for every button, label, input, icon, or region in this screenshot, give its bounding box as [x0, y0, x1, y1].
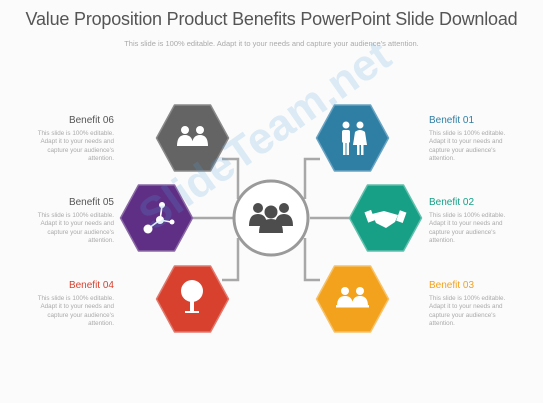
connector-lines [193, 157, 350, 282]
benefit-02-description: This slide is 100% editable. Adapt it to… [429, 212, 506, 245]
benefit-06-description: This slide is 100% editable. Adapt it to… [37, 130, 114, 163]
benefit-05-block: Benefit 05 This slide is 100% editable. … [26, 197, 114, 246]
hexagon-benefit-05 [119, 184, 194, 252]
hexagon-benefit-04 [155, 265, 230, 333]
benefit-06-label: Benefit 06 [68, 115, 114, 126]
tree-icon [181, 280, 203, 313]
benefit-01-description: This slide is 100% editable. Adapt it to… [429, 130, 506, 163]
hexagon-benefit-02 [348, 184, 423, 252]
benefit-05-description: This slide is 100% editable. Adapt it to… [37, 212, 114, 245]
benefit-01-label: Benefit 01 [429, 115, 475, 126]
center-hub [232, 179, 310, 257]
hexagon-benefit-06 [155, 104, 230, 172]
benefit-01-block: Benefit 01 This slide is 100% editable. … [429, 115, 517, 164]
benefit-02-block: Benefit 02 This slide is 100% editable. … [429, 197, 517, 246]
connector-benefit-01 [303, 157, 320, 199]
slide-title: Value Proposition Product Benefits Power… [25, 9, 518, 29]
benefit-04-description: This slide is 100% editable. Adapt it to… [37, 295, 114, 328]
connector-benefit-06 [222, 157, 240, 199]
network-icon [143, 202, 175, 234]
team-pair-icon [336, 287, 369, 308]
handshake-icon [364, 209, 407, 228]
connector-benefit-04 [222, 238, 240, 282]
benefit-04-block: Benefit 04 This slide is 100% editable. … [26, 280, 114, 329]
benefit-03-block: Benefit 03 This slide is 100% editable. … [429, 280, 517, 329]
benefit-05-label: Benefit 05 [68, 197, 114, 208]
connector-benefit-03 [303, 238, 320, 282]
benefit-06-block: Benefit 06 This slide is 100% editable. … [26, 115, 114, 164]
benefit-03-label: Benefit 03 [429, 280, 475, 291]
benefit-02-label: Benefit 02 [429, 197, 475, 208]
slide-subtitle: This slide is 100% editable. Adapt it to… [124, 39, 419, 48]
hexagon-benefit-01 [315, 104, 390, 172]
users-pair-icon [177, 126, 208, 146]
benefit-04-label: Benefit 04 [68, 280, 114, 291]
business-people-icon [342, 121, 367, 155]
team-group-icon [249, 203, 293, 233]
hexagon-benefit-03 [315, 265, 390, 333]
benefit-03-description: This slide is 100% editable. Adapt it to… [429, 295, 506, 328]
